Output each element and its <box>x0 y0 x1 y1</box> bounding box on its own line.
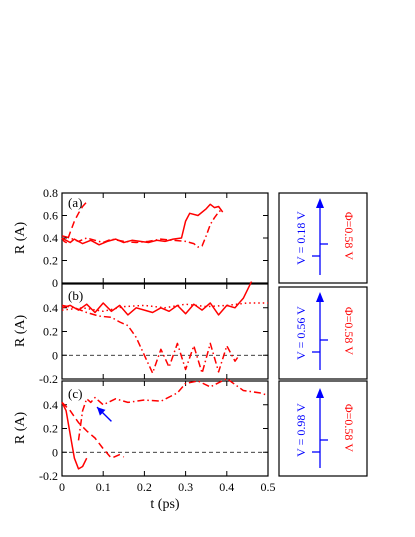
y-tick-label: 0.6 <box>43 209 58 223</box>
inset-b-phi-label: Φ=0.58 V <box>342 307 356 356</box>
series-line-solid <box>61 281 253 316</box>
y-tick-label: -0.2 <box>39 469 58 483</box>
inset-b-arrow-head-icon <box>316 292 324 302</box>
series-line-dotted <box>61 302 268 313</box>
panel-c-yticks: -0.2 0 0.2 0.4 <box>39 398 268 483</box>
inset-a-arrow-head-icon <box>316 198 324 208</box>
x-tick-label: 0.3 <box>178 480 193 494</box>
inset-c-v-label: V = 0.98 V <box>294 403 308 457</box>
inset-a-phi-label: Φ=0.58 V <box>342 212 356 261</box>
panel-a-xticks <box>61 193 269 283</box>
inset-c-phi-label: Φ=0.58 V <box>342 404 356 453</box>
panel-b: -0.2 0 0.2 0.4 (b) R (A) <box>13 281 269 386</box>
y-tick-label: -0.2 <box>39 372 58 386</box>
panel-c-series <box>61 377 269 470</box>
panel-c-ylabel: R (A) <box>13 412 28 445</box>
panel-b-series <box>61 281 268 374</box>
series-line-dashdot <box>61 208 224 248</box>
inset-b-frame <box>278 286 368 380</box>
inset-a-v-label: V = 0.18 V <box>294 211 308 265</box>
panel-a-series <box>61 201 224 248</box>
panel-c: -0.200.20.4 0 0.1 0.2 0.3 0.4 0.5 (c) R (A) t… <box>13 377 276 512</box>
panel-a: 0 0.2 0.4 0.6 0.8 (a) R (A) <box>13 186 269 290</box>
panel-b-label: (b) <box>68 288 83 303</box>
panel-b-xticks <box>61 284 269 379</box>
inset-a-frame <box>278 192 368 284</box>
series-line-dashdot <box>61 304 240 374</box>
x-tick-label: 0.1 <box>96 480 111 494</box>
series-line-dashed <box>61 401 125 459</box>
panel-c-xlabel: t (ps) <box>150 497 180 512</box>
panel-b-yticks: -0.2 0 0.2 0.4 <box>39 301 268 386</box>
panel-c-label: (c) <box>68 386 82 401</box>
panel-a-yticks: 0 0.2 0.4 0.6 0.8 <box>43 186 268 290</box>
panel-a-ylabel: R (A) <box>13 222 28 255</box>
y-tick-label: 0 <box>52 445 58 459</box>
x-tick-label: 0.5 <box>261 480 276 494</box>
panel-a-frame <box>61 192 269 284</box>
series-line-dashdot <box>77 377 269 441</box>
y-tick-label: 0.2 <box>43 422 58 436</box>
inset-c-frame <box>278 380 368 477</box>
series-line-solid <box>61 203 224 246</box>
x-tick-label: 0.4 <box>219 480 234 494</box>
x-tick-label: 0 <box>59 480 65 494</box>
x-tick-label: 0.2 <box>137 480 152 494</box>
y-tick-label: 0.2 <box>43 254 58 268</box>
y-tick-label: 0.8 <box>43 186 58 200</box>
y-tick-label: 0.4 <box>43 398 58 412</box>
series-line-dashed <box>61 201 88 244</box>
panel-b-frame <box>61 283 269 380</box>
panel-c-frame <box>61 380 269 477</box>
arrow-head-icon <box>97 407 106 416</box>
y-tick-label: 0.4 <box>43 301 58 315</box>
panel-a-label: (a) <box>68 195 82 210</box>
inset-a: V = 0.18 V Φ=0.58 V <box>278 192 368 284</box>
series-line-solid <box>61 402 88 470</box>
inset-c-arrow-head-icon <box>316 388 324 398</box>
inset-b-v-label: V = 0.56 V <box>294 306 308 360</box>
panel-c-xticks: 0 0.1 0.2 0.3 0.4 0.5 <box>59 381 276 494</box>
inset-c: V = 0.98 V Φ=0.58 V <box>278 380 368 477</box>
panel-b-ylabel: R (A) <box>13 315 28 348</box>
inset-b: V = 0.56 V Φ=0.58 V <box>278 286 368 380</box>
y-tick-label: 0.4 <box>43 231 58 245</box>
y-tick-label: 0 <box>52 348 58 362</box>
y-tick-label: 0 <box>52 276 58 290</box>
y-tick-label: 0.2 <box>43 325 58 339</box>
